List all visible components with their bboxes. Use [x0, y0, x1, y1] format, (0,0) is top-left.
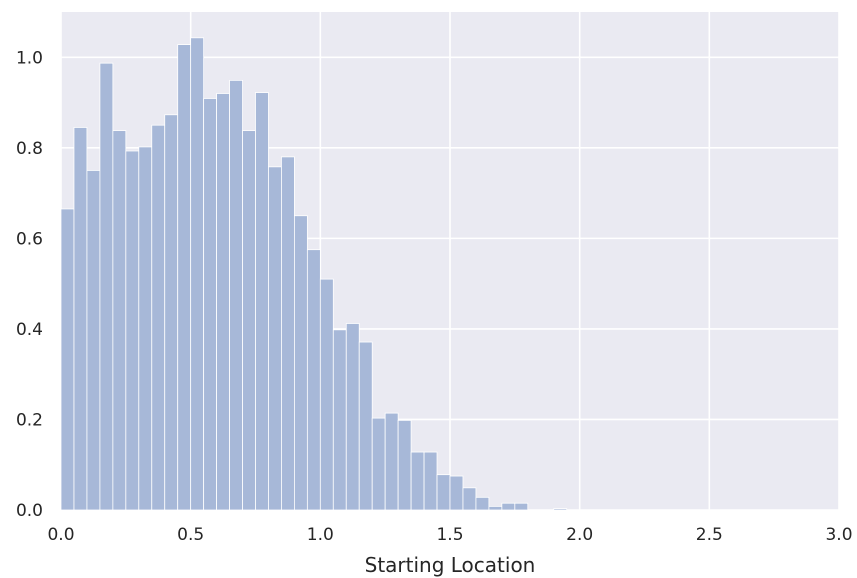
x-tick-label: 1.5 [436, 525, 463, 545]
histogram-bar [86, 170, 101, 511]
histogram-bar [242, 130, 256, 511]
histogram-bar [255, 92, 269, 511]
histogram-bar [384, 412, 399, 511]
y-tick-labels: 0.0 0.2 0.4 0.6 0.8 1.0 [16, 48, 43, 521]
histogram-bar [410, 451, 425, 511]
y-tick-label: 0.8 [16, 139, 43, 159]
histogram-bars [60, 37, 568, 511]
histogram-bar [358, 341, 373, 511]
histogram-bar [112, 130, 127, 511]
y-tick-label: 0.6 [16, 229, 43, 249]
histogram-bar [501, 502, 516, 511]
histogram-bar [203, 98, 217, 511]
histogram-bar [73, 127, 88, 511]
x-tick-label: 2.5 [696, 525, 723, 545]
x-tick-label: 1.0 [307, 525, 334, 545]
y-tick-label: 0.0 [16, 501, 43, 521]
histogram-bar [423, 451, 438, 511]
histogram-bar [475, 496, 490, 511]
x-tick-label: 0.0 [47, 525, 74, 545]
histogram-bar [281, 156, 295, 511]
histogram-bar [216, 93, 230, 511]
histogram-bar [514, 502, 529, 511]
histogram-bar [553, 508, 568, 511]
x-tick-label: 2.0 [566, 525, 593, 545]
histogram-bar [462, 487, 477, 511]
histogram-bar [151, 124, 166, 511]
x-tick-label: 0.5 [177, 525, 204, 545]
y-tick-label: 0.4 [16, 320, 43, 340]
histogram-bar [293, 215, 308, 511]
histogram-bar [319, 278, 334, 511]
histogram-bar [332, 329, 347, 511]
histogram-bar [99, 62, 114, 511]
histogram-bar [164, 114, 179, 511]
histogram-bar [268, 166, 282, 511]
histogram-bar [345, 323, 360, 511]
histogram-bar [371, 417, 386, 511]
y-tick-label: 1.0 [16, 48, 43, 68]
histogram-bar [229, 79, 243, 511]
histogram-bar [436, 474, 451, 511]
x-tick-label: 3.0 [825, 525, 852, 545]
histogram-bar [306, 249, 321, 511]
histogram-bar [449, 475, 464, 511]
histogram-bar [488, 505, 503, 511]
x-tick-labels: 0.0 0.5 1.0 1.5 2.0 2.5 3.0 [47, 525, 852, 545]
histogram-bar [125, 150, 140, 511]
x-axis-label: Starting Location [365, 553, 536, 577]
histogram-bar [60, 208, 75, 511]
y-tick-label: 0.2 [16, 410, 43, 430]
histogram-bar [177, 44, 192, 511]
histogram-bar [138, 146, 153, 511]
histogram-bar [190, 37, 205, 511]
histogram-bar [397, 419, 412, 511]
